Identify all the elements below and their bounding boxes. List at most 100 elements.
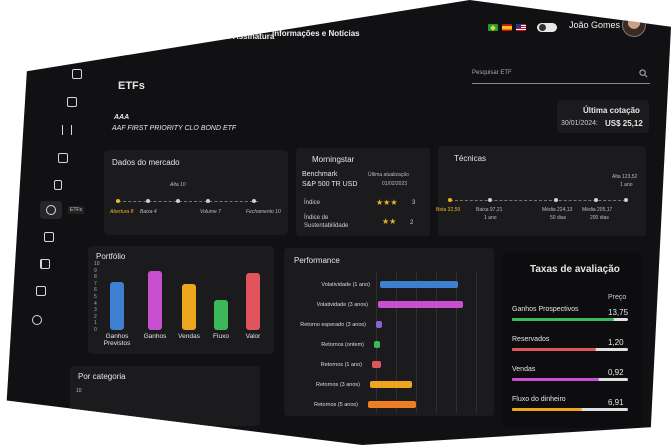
search-icon[interactable] — [639, 69, 648, 78]
rate-fill — [512, 408, 582, 411]
rate-fill — [512, 378, 599, 381]
portfolio-y-tick: 8 — [94, 274, 97, 281]
rate-label: Fluxo do dinheiro — [512, 396, 566, 403]
portfolio-bar[interactable] — [246, 273, 260, 330]
technical-point-label: Baixa 97,21 — [476, 207, 503, 213]
fund-ticker: AAA — [114, 114, 130, 121]
nav-gerenciar-perfil[interactable]: Gerenciar Perfil — [126, 35, 186, 44]
performance-bar[interactable] — [374, 341, 381, 348]
portfolio-bar[interactable] — [182, 283, 196, 330]
sliders-icon[interactable] — [62, 125, 72, 135]
update-label: Última atualização — [368, 172, 409, 178]
bank-icon[interactable] — [58, 153, 68, 163]
portfolio-y-tick: 3 — [94, 307, 97, 314]
user-name[interactable]: João Gomes — [569, 20, 621, 30]
technical-point-label: Alta 123,52 — [612, 174, 638, 180]
rate-track — [512, 378, 628, 381]
chevron-right-icon: › — [102, 35, 106, 45]
toggle-knob — [539, 24, 546, 31]
pie-icon[interactable] — [32, 315, 42, 325]
performance-bar[interactable] — [372, 361, 382, 368]
rate-track — [512, 408, 628, 411]
market-point[interactable] — [176, 199, 180, 203]
portfolio-bar-label: Ganhos — [143, 333, 167, 340]
portfolio-bar[interactable] — [214, 300, 228, 330]
avatar[interactable] — [622, 13, 646, 37]
benchmark-label: Benchmark — [302, 171, 338, 178]
rate-value: 1,20 — [608, 338, 624, 347]
performance-bar[interactable] — [368, 401, 416, 408]
news-icon[interactable] — [36, 286, 46, 296]
portfolio-card: Portfólio 10 9 8 7 6 5 4 3 2 1 0 Ganhos Previstos G… — [88, 246, 274, 354]
portfolio-title: Portfólio — [96, 252, 126, 261]
monitor-icon[interactable] — [72, 69, 82, 79]
performance-bar[interactable] — [380, 281, 458, 288]
portfolio-bar-label: Ganhos Previstos — [103, 333, 131, 347]
technical-point[interactable] — [594, 198, 598, 202]
portfolio-bar[interactable] — [110, 281, 124, 330]
portfolio-y-tick: 6 — [94, 287, 97, 294]
bucket-icon[interactable] — [44, 232, 54, 242]
portfolio-y-tick: 7 — [94, 280, 97, 287]
performance-row-label: Volatividade (1 ano) — [321, 282, 370, 288]
document-icon[interactable] — [54, 180, 62, 190]
rating-value: 2 — [410, 220, 414, 226]
flag-brazil-icon[interactable] — [488, 24, 498, 31]
market-point[interactable] — [252, 199, 256, 203]
technical-title: Técnicas — [454, 154, 487, 163]
technical-point[interactable] — [488, 198, 492, 202]
technical-point-sub: 50 dias — [550, 215, 567, 221]
performance-bar[interactable] — [376, 321, 383, 328]
logo-icon[interactable] — [64, 28, 92, 48]
nav-upgrade[interactable]: Upgrade de Assinatura — [187, 32, 275, 41]
performance-gridline — [416, 272, 417, 412]
flag-icon[interactable] — [40, 259, 50, 269]
technical-point[interactable] — [624, 198, 628, 202]
search-input[interactable]: Pesquisar ETF — [472, 70, 512, 76]
portfolio-bar[interactable] — [148, 270, 162, 330]
portfolio-bar-label: Valor — [245, 333, 261, 340]
rate-fill — [512, 318, 615, 321]
flag-spain-icon[interactable] — [502, 24, 512, 31]
portfolio-bar-label: Fluxo — [213, 333, 229, 340]
performance-row-label: Retornos (1 ano) — [320, 362, 362, 368]
theme-toggle[interactable] — [537, 23, 557, 32]
nav-info-noticias[interactable]: Informações e Notícias — [272, 29, 360, 38]
performance-gridline — [436, 272, 437, 412]
market-timeline — [118, 201, 258, 202]
market-point[interactable] — [146, 199, 150, 203]
portfolio-y-tick: 1 — [94, 320, 97, 327]
portfolio-y-tick: 2 — [94, 313, 97, 320]
sidebar-toggle-button[interactable]: › — [98, 34, 110, 46]
market-point[interactable] — [206, 199, 210, 203]
fund-name: AAF FIRST PRIORITY CLO BOND ETF — [112, 125, 237, 132]
performance-row-label: Retorno esperado (3 anos) — [300, 322, 366, 328]
rates-title: Taxas de avaliação — [530, 264, 620, 275]
performance-gridline — [456, 272, 457, 412]
rate-label: Vendas — [512, 366, 536, 373]
search-box[interactable]: Pesquisar ETF — [472, 67, 650, 84]
category-card: Por categoria 10 — [70, 366, 260, 426]
technical-point[interactable] — [448, 198, 452, 202]
rating-stars: ★★ — [382, 217, 397, 226]
rate-track — [512, 348, 628, 351]
technical-point[interactable] — [554, 198, 558, 202]
rate-fill — [512, 348, 596, 351]
market-data-card: Dados do mercado Abertura 8 Baixa 4 Alta 1… — [104, 150, 288, 235]
technical-point-label: Média 224,13 — [542, 207, 573, 213]
performance-bar[interactable] — [378, 301, 464, 308]
chart-icon[interactable] — [67, 97, 77, 107]
rating-value: 3 — [412, 200, 416, 206]
market-point-label: Alta 10 — [170, 182, 186, 188]
performance-row-label: Volatividade (3 anos) — [316, 302, 368, 308]
performance-card: Performance Volatividade (1 ano) Volativi… — [284, 248, 494, 416]
market-point-label: Abertura 8 — [110, 209, 134, 215]
flag-usa-icon[interactable] — [516, 24, 526, 31]
database-icon[interactable] — [46, 205, 56, 215]
performance-bar[interactable] — [370, 381, 412, 388]
market-point[interactable] — [116, 199, 120, 203]
rating-stars: ★★★ — [376, 198, 398, 207]
last-quote-label: Última cotação — [583, 106, 640, 115]
